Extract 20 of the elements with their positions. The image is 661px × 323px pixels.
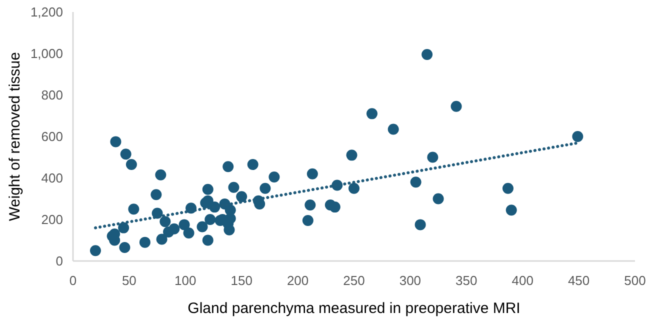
x-tick-label: 50	[122, 273, 136, 288]
x-tick-label: 0	[69, 273, 77, 288]
x-tick-label: 100	[174, 273, 196, 288]
y-tick-label: 400	[41, 170, 63, 186]
x-tick-label: 250	[343, 273, 365, 288]
x-tick-label: 300	[399, 273, 422, 288]
x-tick-label: 150	[230, 273, 252, 288]
y-tick-label: 200	[41, 212, 63, 228]
y-tick-label: 1,000	[30, 46, 63, 62]
x-tick-label: 500	[624, 273, 646, 288]
x-tick-label: 200	[286, 273, 309, 288]
y-tick-label: 0	[56, 254, 63, 269]
x-tick-label: 350	[456, 273, 478, 288]
x-axis-title: Gland parenchyma measured in preoperative MRI	[188, 300, 520, 317]
y-tick-label: 1,200	[30, 4, 63, 20]
y-tick-label: 600	[41, 129, 63, 144]
y-tick-label: 800	[41, 88, 63, 103]
x-tick-label: 450	[568, 273, 590, 288]
x-tick-label: 400	[512, 273, 534, 288]
y-axis-title: Weight of removed tissue	[6, 52, 24, 221]
